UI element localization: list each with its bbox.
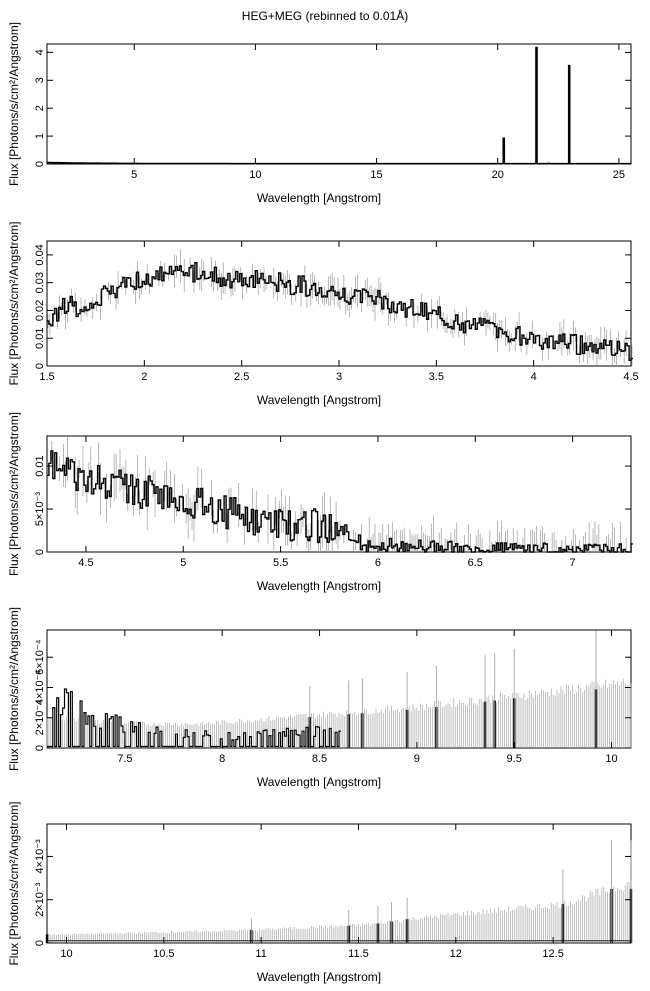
- x-tick-label: 10.5: [153, 948, 174, 960]
- x-tick-label: 2: [141, 371, 147, 383]
- y-tick-label: 2: [34, 105, 46, 111]
- spectrum-line-1: [47, 161, 631, 165]
- x-tick-label: 8.5: [312, 753, 327, 765]
- x-tick-label: 20: [492, 169, 504, 181]
- x-tick-label: 9.5: [507, 753, 522, 765]
- y-tick-label: 4×10⁻⁴: [34, 670, 46, 706]
- x-tick-label: 9: [414, 753, 420, 765]
- x-tick-label: 10: [605, 753, 617, 765]
- y-tick-label: 5×10⁻³: [34, 492, 46, 527]
- y-tick-label: 0.04: [34, 244, 46, 265]
- spectrum-line-3: [47, 450, 633, 553]
- y-axis-label: Flux [Photons/s/cm²/Angstrom]: [7, 607, 21, 771]
- y-tick-label: 4: [34, 49, 46, 55]
- y-axis-label: Flux [Photons/s/cm²/Angstrom]: [7, 412, 21, 576]
- x-tick-label: 3: [336, 371, 342, 383]
- x-tick-label: 7: [570, 557, 576, 569]
- y-tick-label: 0: [34, 549, 46, 555]
- x-tick-label: 10: [60, 948, 72, 960]
- y-tick-label: 0.03: [34, 272, 46, 293]
- y-tick-label: 4×10⁻³: [34, 839, 46, 874]
- x-tick-label: 25: [613, 169, 625, 181]
- x-axis-label: Wavelength [Angstrom]: [257, 393, 381, 407]
- plot-frame-1: [46, 43, 632, 165]
- spectrum-line-4: [47, 688, 341, 748]
- y-axis-label: Flux [Photons/s/cm²/Angstrom]: [7, 221, 21, 385]
- x-tick-label: 6.5: [468, 557, 483, 569]
- x-axis-label: Wavelength [Angstrom]: [257, 191, 381, 205]
- x-axis-label: Wavelength [Angstrom]: [257, 970, 381, 984]
- y-tick-label: 0: [34, 161, 46, 167]
- x-tick-label: 12.5: [542, 948, 563, 960]
- x-tick-label: 7.5: [117, 753, 132, 765]
- x-tick-label: 5.5: [273, 557, 288, 569]
- x-tick-label: 15: [370, 169, 382, 181]
- x-tick-label: 2.5: [234, 371, 249, 383]
- x-tick-label: 4.5: [78, 557, 93, 569]
- y-tick-label: 2×10⁻⁴: [34, 700, 46, 736]
- x-tick-label: 4: [531, 371, 537, 383]
- x-tick-label: 4.5: [623, 371, 638, 383]
- x-tick-label: 12: [450, 948, 462, 960]
- y-tick-label: 0.01: [34, 328, 46, 349]
- x-tick-label: 1.5: [39, 371, 54, 383]
- y-axis-label: Flux [Photons/s/cm²/Angstrom]: [7, 22, 21, 186]
- plot-frame-3: [46, 435, 632, 553]
- y-tick-label: 0: [34, 363, 46, 369]
- y-tick-label: 0: [34, 745, 46, 751]
- x-tick-label: 10: [249, 169, 261, 181]
- x-tick-label: 3.5: [429, 371, 444, 383]
- y-tick-label: 6×10⁻⁴: [34, 639, 46, 675]
- x-tick-label: 5: [131, 169, 137, 181]
- y-tick-label: 0: [34, 940, 46, 946]
- y-tick-label: 2×10⁻³: [34, 882, 46, 917]
- y-tick-label: 3: [34, 77, 46, 83]
- x-tick-label: 11: [255, 948, 266, 960]
- x-tick-label: 8: [219, 753, 225, 765]
- y-axis-label: Flux [Photons/s/cm²/Angstrom]: [7, 801, 21, 965]
- x-tick-label: 11.5: [348, 948, 369, 960]
- page-title: HEG+MEG (rebinned to 0.01Å): [241, 9, 409, 23]
- y-tick-label: 1: [34, 133, 46, 139]
- spectrum-line-2: [47, 262, 633, 361]
- x-axis-label: Wavelength [Angstrom]: [257, 775, 381, 789]
- x-tick-label: 5: [180, 557, 186, 569]
- x-axis-label: Wavelength [Angstrom]: [257, 579, 381, 593]
- x-tick-label: 6: [375, 557, 381, 569]
- y-tick-label: 0.01: [34, 455, 46, 476]
- y-tick-label: 0.02: [34, 300, 46, 321]
